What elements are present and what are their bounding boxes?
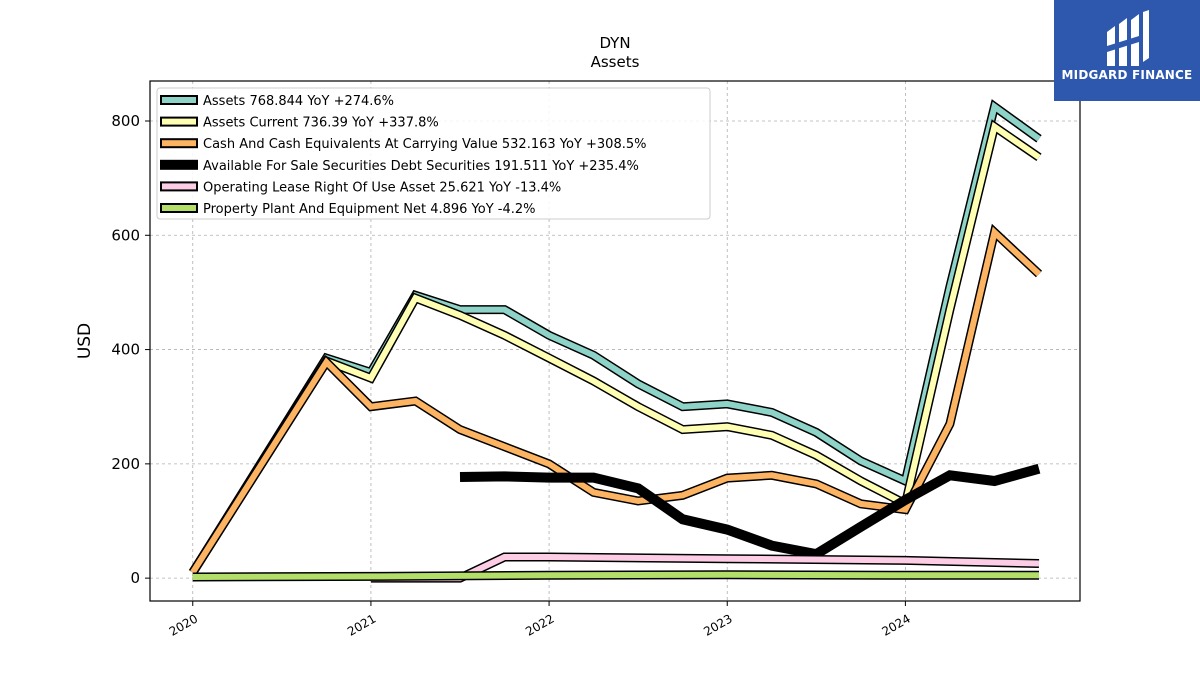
legend-box: [156, 87, 711, 220]
x-tick-label: 2021: [345, 611, 378, 638]
y-tick-label: 400: [111, 341, 140, 359]
chart-subtitle: Assets: [591, 53, 640, 71]
legend-swatch: [160, 159, 198, 170]
series-line-2: [190, 121, 1041, 575]
y-tick-label: 800: [111, 112, 140, 130]
legend-label: Operating Lease Right Of Use Asset 25.62…: [203, 180, 561, 195]
legend-swatch: [160, 181, 198, 192]
legend: Assets 768.844 YoY +274.6% Assets Current…: [156, 87, 711, 220]
series-line-4: [459, 463, 1041, 560]
legend-swatch: [160, 138, 198, 149]
legend-label: Assets 768.844 YoY +274.6%: [203, 94, 394, 109]
midgard-logo-icon: [1107, 10, 1149, 66]
x-tick-label: 2022: [523, 611, 556, 638]
x-tick-label: 2023: [701, 611, 734, 638]
legend-label: Property Plant And Equipment Net 4.896 Y…: [203, 202, 536, 217]
chart-title: DYN: [599, 34, 630, 52]
x-tick-label: 2020: [167, 611, 200, 638]
y-axis-label: USD: [75, 323, 95, 359]
series-lines: [188, 99, 1043, 583]
brand-logo: MIDGARD FINANCE: [1054, 0, 1200, 101]
y-tick-label: 600: [111, 226, 140, 244]
legend-label: Cash And Cash Equivalents At Carrying Va…: [203, 137, 646, 152]
series-line-3: [190, 226, 1042, 575]
series-line-6: [192, 571, 1039, 580]
x-tick-label: 2024: [879, 611, 912, 638]
series-line-3-outline: [189, 223, 1043, 575]
brand-name: MIDGARD FINANCE: [1061, 68, 1193, 82]
y-tick-label: 200: [111, 455, 140, 473]
legend-swatch: [160, 203, 198, 213]
legend-label: Assets Current 736.39 YoY +337.8%: [203, 116, 439, 131]
legend-swatch: [160, 95, 198, 105]
plot-frame: [149, 80, 1081, 602]
y-tick-label: 0: [130, 569, 140, 587]
legend-swatch: [160, 116, 198, 127]
legend-label: Available For Sale Securities Debt Secur…: [203, 159, 639, 174]
